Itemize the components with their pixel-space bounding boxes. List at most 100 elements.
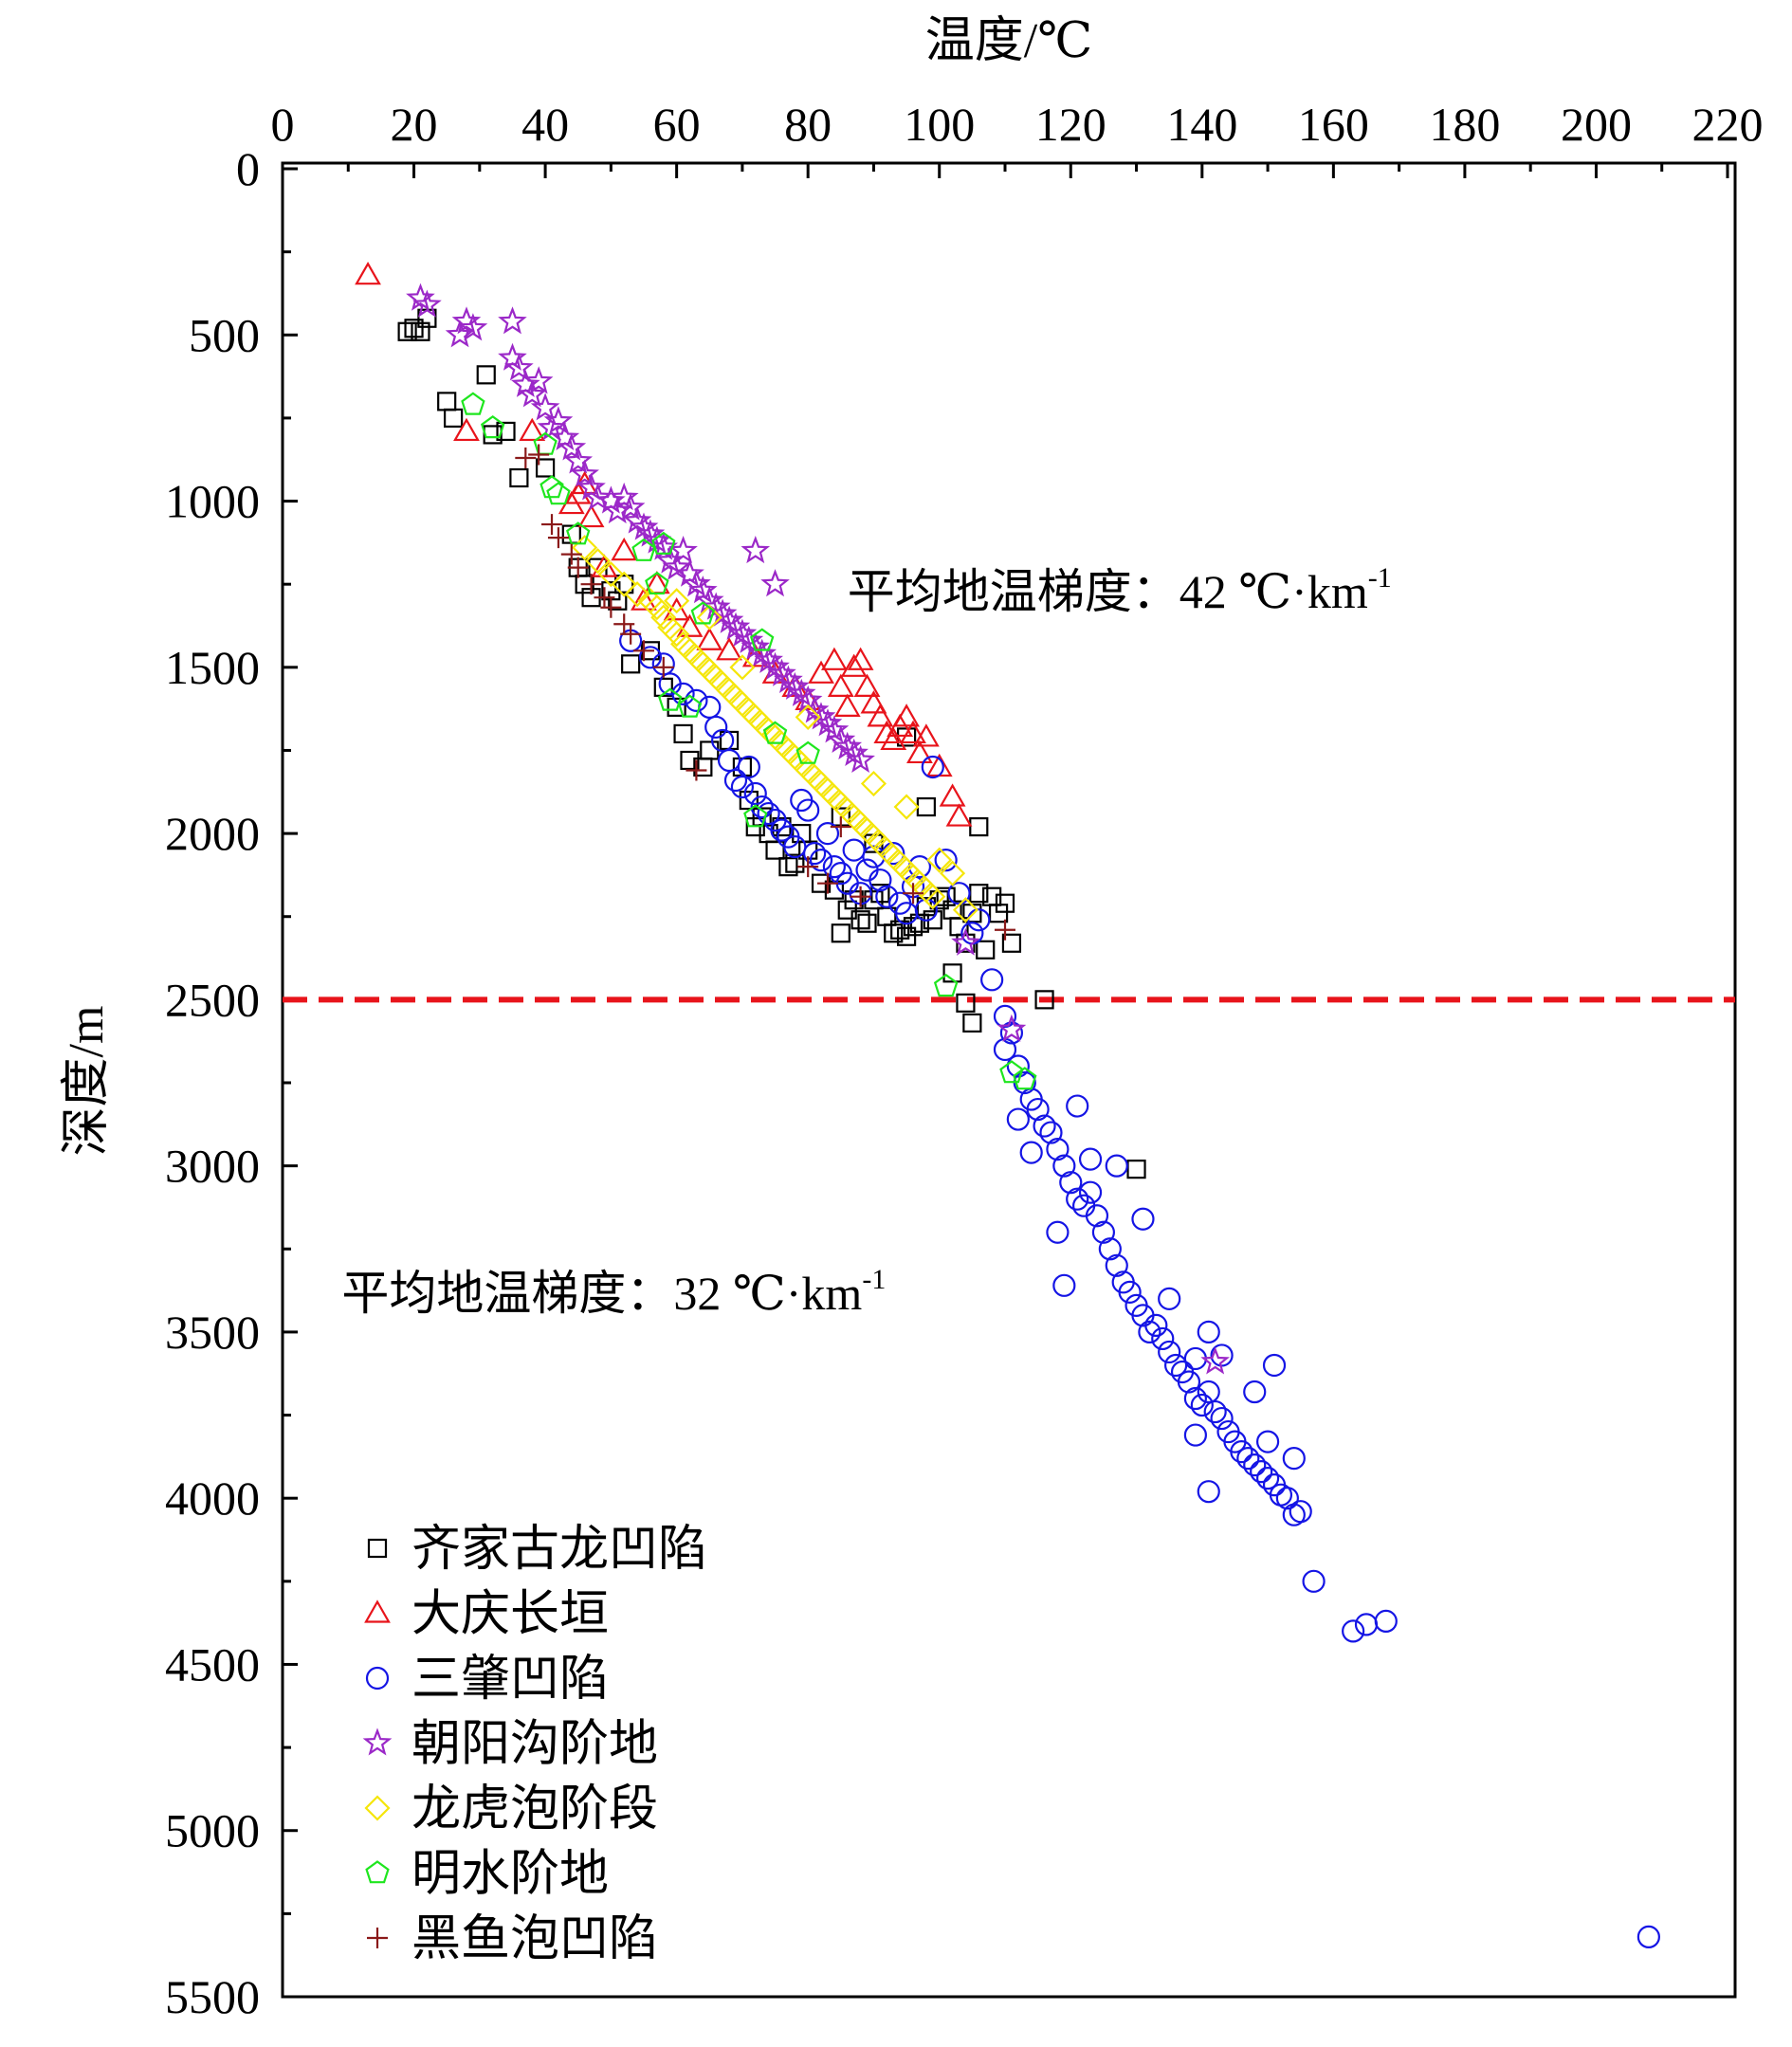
data-point	[900, 720, 926, 744]
data-point	[1282, 1447, 1306, 1471]
data-point	[799, 695, 830, 723]
data-point	[765, 840, 785, 860]
data-point	[1118, 1280, 1142, 1304]
data-point	[658, 687, 683, 711]
data-point	[517, 379, 547, 408]
x-tick-label: 100	[904, 98, 975, 151]
data-point	[920, 884, 946, 910]
data-point	[671, 682, 695, 705]
data-point	[962, 1013, 982, 1033]
legend-marker	[367, 1928, 388, 1948]
x-tick-label: 120	[1035, 98, 1106, 151]
data-point	[1026, 1097, 1050, 1122]
data-point	[1144, 1313, 1168, 1337]
data-point	[453, 417, 480, 442]
data-point	[547, 527, 569, 549]
data-point	[1059, 1171, 1083, 1195]
data-point	[999, 1060, 1024, 1084]
data-point	[519, 417, 546, 442]
data-point	[803, 842, 827, 866]
data-point	[673, 723, 693, 744]
data-point	[1197, 1380, 1220, 1404]
series-5	[572, 535, 978, 923]
series-7	[515, 444, 1015, 941]
data-point	[437, 392, 457, 411]
data-point	[515, 447, 537, 468]
plot-frame	[281, 161, 1737, 1999]
data-point	[767, 658, 796, 686]
legend-item: 大庆长垣	[364, 1588, 609, 1642]
data-point	[621, 654, 641, 674]
data-point	[832, 731, 863, 760]
data-point	[653, 677, 673, 697]
data-point	[999, 1021, 1024, 1045]
data-point	[700, 740, 720, 760]
data-point	[747, 638, 777, 667]
data-point	[1637, 1925, 1660, 1949]
data-point	[830, 816, 851, 838]
x-tick-label: 200	[1561, 98, 1632, 151]
data-point	[1250, 1460, 1273, 1484]
data-point	[642, 525, 672, 554]
data-point	[543, 406, 574, 434]
y-tick-label: 2500	[165, 973, 260, 1026]
legend-marker	[362, 1727, 393, 1756]
data-point	[655, 545, 686, 574]
data-point	[741, 535, 771, 564]
x-tick-label: 140	[1166, 98, 1237, 151]
series-1	[397, 308, 1146, 1179]
data-point	[723, 768, 748, 793]
data-point	[412, 289, 442, 318]
data-point	[1197, 1480, 1220, 1504]
data-point	[997, 1014, 1027, 1042]
data-point	[1091, 1220, 1116, 1244]
data-point	[611, 537, 638, 561]
data-point	[567, 557, 589, 578]
data-point	[880, 726, 907, 751]
data-point	[831, 923, 850, 943]
data-point	[1066, 1187, 1089, 1211]
data-point	[921, 755, 944, 779]
x-tick-label: 20	[391, 98, 438, 151]
data-point	[1203, 1399, 1227, 1424]
data-point	[615, 492, 646, 521]
data-point	[698, 695, 722, 719]
data-point	[591, 554, 618, 577]
data-point	[1158, 1287, 1181, 1310]
data-point	[778, 857, 798, 877]
data-point	[1255, 1430, 1280, 1453]
data-point	[853, 673, 881, 697]
data-point	[1177, 1370, 1201, 1394]
data-point	[1183, 1386, 1207, 1411]
data-point	[1034, 990, 1054, 1010]
data-point	[995, 919, 1015, 941]
legend-marker	[364, 1795, 391, 1821]
data-point	[951, 927, 980, 956]
data-point	[855, 858, 879, 882]
data-point	[912, 723, 940, 747]
data-point	[995, 893, 1015, 913]
data-point	[962, 904, 982, 923]
data-point	[809, 849, 833, 872]
data-point	[857, 913, 877, 933]
data-point	[696, 604, 722, 631]
y-tick-label: 0	[236, 142, 260, 195]
data-point	[893, 704, 920, 727]
legend-item: 三肇凹陷	[365, 1653, 609, 1707]
data-point	[939, 783, 966, 807]
data-point	[1354, 1613, 1379, 1636]
data-point	[620, 623, 642, 645]
data-point	[916, 796, 936, 817]
data-point	[1158, 1340, 1181, 1364]
data-point	[509, 467, 529, 488]
data-point	[1033, 1114, 1056, 1138]
y-tick-label: 4000	[165, 1471, 260, 1525]
data-point	[557, 432, 587, 461]
data-point	[584, 548, 612, 575]
data-point	[577, 503, 605, 528]
data-point	[614, 575, 634, 594]
data-point	[668, 535, 698, 564]
data-point	[976, 940, 996, 960]
data-point	[651, 531, 676, 555]
data-point	[840, 653, 868, 677]
